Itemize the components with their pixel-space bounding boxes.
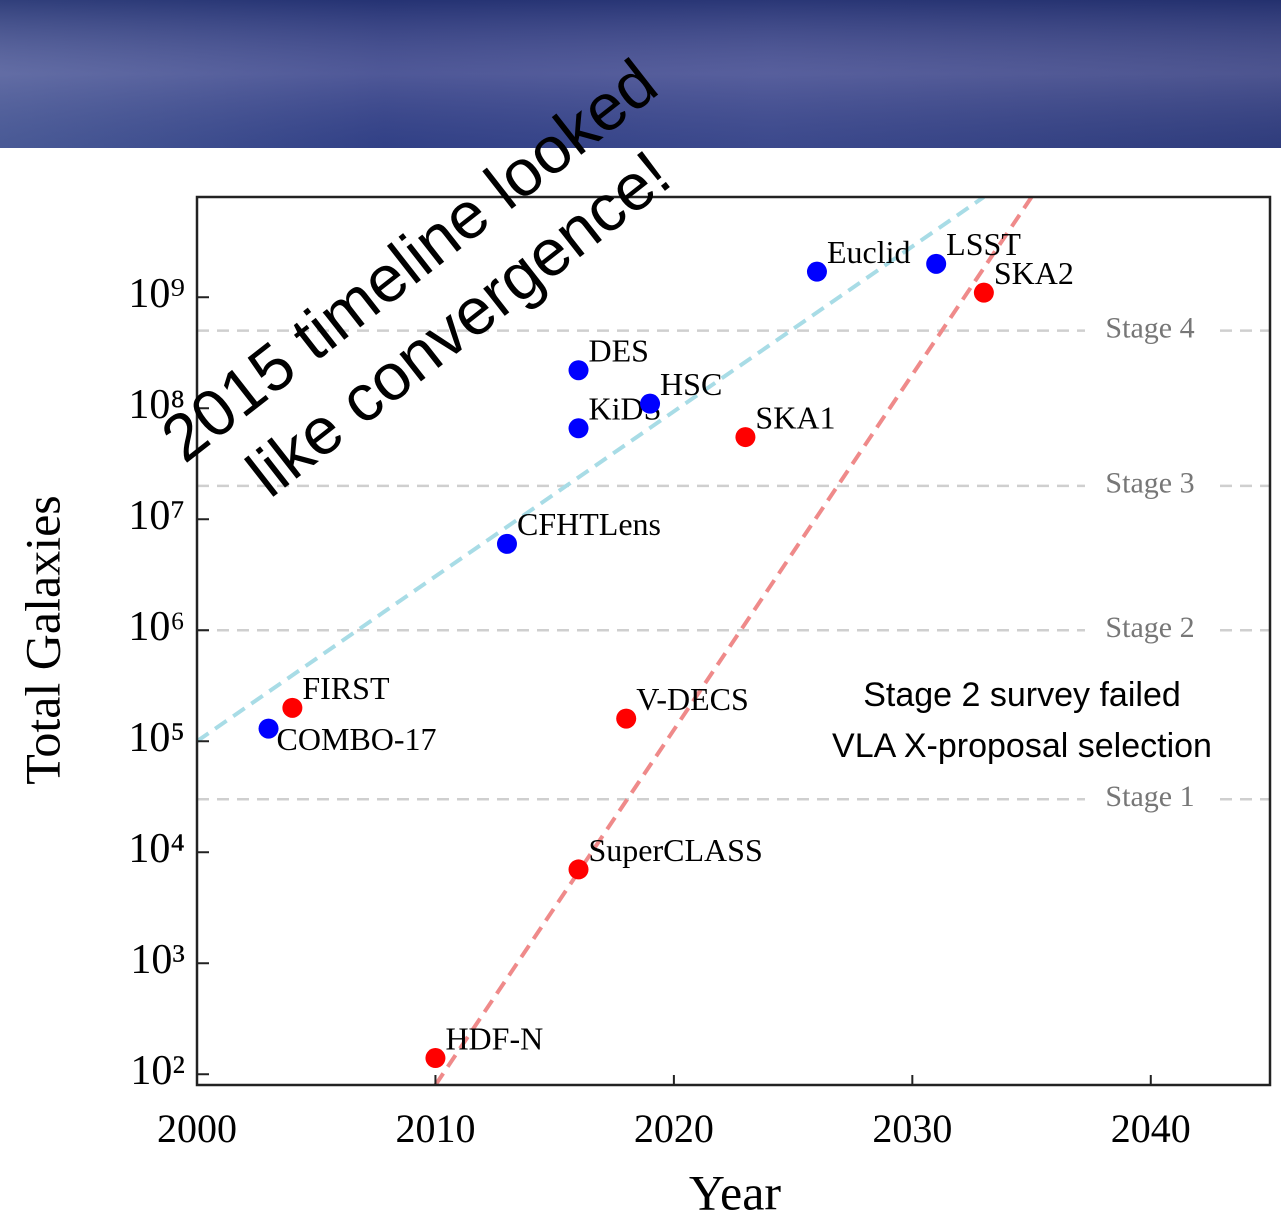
data-point xyxy=(259,719,279,739)
point-label: FIRST xyxy=(302,670,390,706)
data-point xyxy=(735,427,755,447)
y-tick-label: 10⁵ xyxy=(128,715,185,761)
point-label: Euclid xyxy=(827,234,911,270)
reference-label: Stage 4 xyxy=(1105,312,1194,345)
data-point xyxy=(569,360,589,380)
point-label: COMBO-17 xyxy=(277,721,437,757)
y-axis-label: Total Galaxies xyxy=(14,495,70,784)
point-label: SKA2 xyxy=(994,255,1074,291)
data-point xyxy=(974,283,994,303)
data-point xyxy=(807,262,827,282)
annotation: Stage 2 survey failed xyxy=(863,676,1181,714)
chart: Stage 4 Stage 3 Stage 2 Stage 1 2000 2010 2020… xyxy=(0,0,1281,1225)
reference-label: Stage 2 xyxy=(1105,611,1194,644)
point-label: DES xyxy=(589,333,649,369)
x-tick-label: 2040 xyxy=(1111,1106,1191,1151)
y-tick-label: 10⁷ xyxy=(128,493,185,539)
y-tick-label: 10⁹ xyxy=(128,271,185,317)
data-point xyxy=(569,418,589,438)
data-point xyxy=(640,394,660,414)
x-tick-label: 2010 xyxy=(395,1106,475,1151)
data-point xyxy=(282,698,302,718)
x-tick-label: 2020 xyxy=(634,1106,714,1151)
data-point xyxy=(569,859,589,879)
point-label: V-DECS xyxy=(636,681,749,717)
point-label: SuperCLASS xyxy=(589,832,763,868)
x-tick-label: 2030 xyxy=(872,1106,952,1151)
data-point xyxy=(926,254,946,274)
reference-label: Stage 3 xyxy=(1105,467,1194,500)
reference-label: Stage 1 xyxy=(1105,780,1194,813)
annotation: VLA X-proposal selection xyxy=(832,727,1212,765)
x-tick-label: 2000 xyxy=(157,1106,237,1151)
y-tick-label: 10⁶ xyxy=(128,604,185,650)
data-point xyxy=(616,709,636,729)
point-label: SKA1 xyxy=(755,399,835,435)
point-label: CFHTLens xyxy=(517,506,661,542)
y-tick-label: 10⁴ xyxy=(128,826,185,872)
data-point xyxy=(425,1048,445,1068)
y-tick-label: 10² xyxy=(130,1048,185,1094)
point-label: HSC xyxy=(660,366,722,402)
x-axis-label: Year xyxy=(689,1164,781,1220)
data-point xyxy=(497,534,517,554)
y-tick-label: 10³ xyxy=(130,937,185,983)
page: Stage 4 Stage 3 Stage 2 Stage 1 2000 2010 2020… xyxy=(0,0,1281,1225)
point-label: HDF-N xyxy=(445,1020,543,1056)
